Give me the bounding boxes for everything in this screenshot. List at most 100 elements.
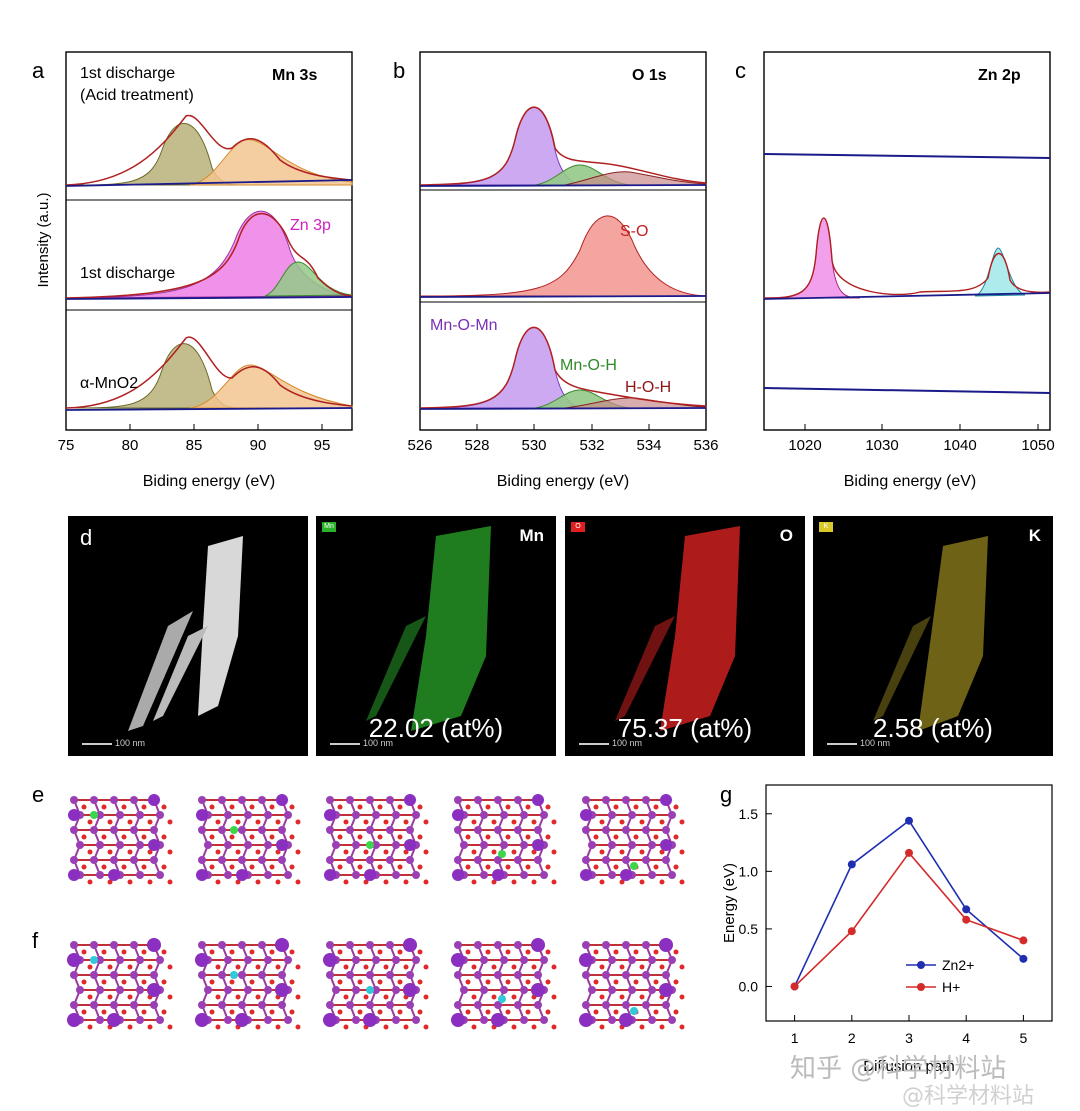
background-line — [65, 296, 353, 300]
tick-label: 80 — [122, 437, 139, 454]
k-ion — [148, 839, 160, 851]
crystal-structure — [68, 794, 173, 885]
k-ion — [147, 938, 161, 952]
panel-b-letter: b — [393, 58, 406, 83]
watermark: @科学材料站 — [902, 1084, 1035, 1109]
hoh-peak — [564, 171, 707, 186]
eds-map-mn: Mn Mn 22.02 (at%) 100 nm — [316, 516, 556, 756]
k-ion — [451, 953, 465, 967]
tick-label: 90 — [250, 437, 267, 454]
k-ion — [236, 869, 248, 881]
crystal-structure — [580, 794, 685, 885]
so-peak — [419, 215, 707, 297]
element-tag: K — [819, 522, 833, 532]
diffusing-ion — [498, 995, 506, 1003]
fit-envelope — [763, 217, 1051, 299]
k-ion — [67, 953, 81, 967]
k-ion — [579, 1013, 593, 1027]
plot-frame — [65, 51, 353, 431]
diffusing-ion — [90, 811, 98, 819]
legend-label: Zn2+ — [942, 957, 974, 973]
k-signal — [873, 536, 988, 731]
spectrum-label: 1st discharge — [80, 265, 175, 282]
scale-bar: 100 nm — [82, 738, 145, 748]
k-ion — [531, 983, 545, 997]
panel-c-letter: c — [735, 58, 746, 83]
diffusing-ion — [366, 841, 374, 849]
k-ion — [579, 953, 593, 967]
spectrum-line — [763, 153, 1051, 159]
k-ion — [532, 839, 544, 851]
panel-d-letter: d — [80, 525, 93, 550]
peak-label: S-O — [620, 223, 648, 240]
background-line — [419, 407, 707, 410]
x-tick-label: 2 — [848, 1030, 856, 1046]
panel-a-letter: a — [32, 58, 45, 83]
diffusion-structures — [67, 794, 685, 1030]
haadf-image: 100 nm — [68, 516, 308, 756]
y-axis-label: Energy (eV) — [721, 863, 738, 943]
data-point — [962, 905, 971, 914]
crystal-structure — [579, 938, 685, 1030]
atomic-percent: 75.37 (at%) — [617, 713, 753, 743]
x-tick-label: 3 — [905, 1030, 913, 1046]
xps-panel-a: 75 80 85 90 95 Biding energy (eV) Intens… — [35, 51, 353, 490]
k-ion — [235, 1013, 249, 1027]
data-point — [1019, 954, 1028, 963]
k-ion — [660, 794, 672, 806]
crystal-structure — [452, 794, 557, 885]
k-ion — [659, 983, 673, 997]
o-signal — [615, 526, 740, 731]
data-point — [847, 927, 856, 936]
element-tag: Mn — [322, 522, 336, 532]
spectrum-line — [763, 387, 1051, 394]
legend-marker — [917, 983, 925, 991]
k-ion — [196, 809, 208, 821]
peak-label: Mn-O-H — [560, 357, 617, 374]
peak-label: Mn-O-Mn — [430, 317, 498, 334]
diffusing-ion — [630, 1007, 638, 1015]
series-line-0 — [793, 819, 1024, 987]
spectrum-label: α-MnO2 — [80, 375, 138, 392]
crystal-structure — [196, 794, 301, 885]
mn-signal — [366, 526, 491, 731]
diffusing-ion — [630, 862, 638, 870]
zn2p12-peak — [974, 247, 1026, 297]
k-ion — [580, 869, 592, 881]
x-tick-label: 4 — [962, 1030, 970, 1046]
k-ion — [323, 953, 337, 967]
element-label: K — [1028, 526, 1041, 545]
fit-envelope — [65, 336, 353, 409]
tick-label: 532 — [579, 437, 604, 454]
background-line — [65, 179, 353, 187]
background-line — [419, 295, 707, 298]
nanorod-bundle — [128, 536, 243, 731]
background-line — [419, 184, 707, 187]
xps-panel-b: 526 528 530 532 534 536 Biding energy (e… — [407, 51, 719, 490]
k-ion — [68, 809, 80, 821]
series-line-1 — [794, 851, 1024, 988]
peak-label: H-O-H — [625, 379, 671, 396]
tick-label: 75 — [58, 437, 75, 454]
k-ion — [403, 938, 417, 952]
panel-title: Mn 3s — [272, 67, 317, 84]
k-ion — [619, 1013, 633, 1027]
tick-label: 1030 — [865, 437, 898, 454]
k-ion — [363, 1013, 377, 1027]
k-ion — [659, 938, 673, 952]
diffusing-ion — [230, 971, 238, 979]
xps-panel-c: 1020 1030 1040 1050 Biding energy (eV) Z… — [763, 51, 1055, 490]
k-ion — [276, 794, 288, 806]
tick-label: 526 — [407, 437, 432, 454]
k-ion — [324, 809, 336, 821]
k-ion — [452, 869, 464, 881]
x-axis-label: Biding energy (eV) — [497, 473, 630, 490]
crystal-structure — [324, 794, 429, 885]
k-ion — [147, 983, 161, 997]
k-ion — [364, 869, 376, 881]
x-tick-label: 1 — [791, 1030, 799, 1046]
k-ion — [404, 839, 416, 851]
k-ion — [196, 869, 208, 881]
k-ion — [403, 983, 417, 997]
tick-label: 1040 — [943, 437, 976, 454]
